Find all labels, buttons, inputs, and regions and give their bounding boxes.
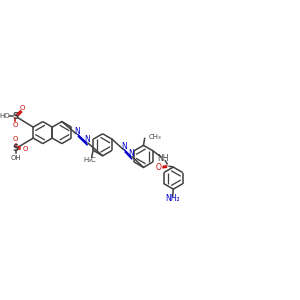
Text: NH: NH: [158, 154, 169, 163]
Text: OH: OH: [11, 155, 21, 161]
Text: N: N: [128, 149, 134, 158]
Text: CH₃: CH₃: [149, 134, 161, 140]
Text: O: O: [13, 122, 18, 128]
Text: NH₂: NH₂: [165, 194, 179, 203]
Text: N: N: [84, 135, 90, 144]
Text: H₃C: H₃C: [83, 157, 96, 163]
Text: N: N: [74, 127, 80, 136]
Text: O: O: [20, 105, 26, 111]
Text: HO: HO: [0, 113, 10, 119]
Text: O: O: [22, 146, 28, 152]
Text: S: S: [12, 112, 18, 121]
Text: O: O: [156, 163, 162, 172]
Text: O: O: [13, 136, 19, 142]
Text: S: S: [13, 144, 19, 153]
Text: N: N: [121, 142, 127, 151]
